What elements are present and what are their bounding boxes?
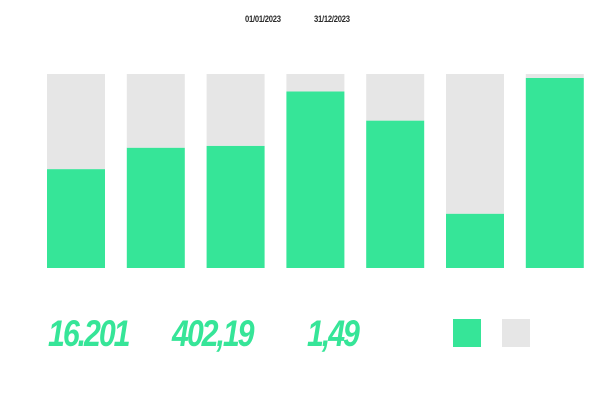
bar-primary-1	[47, 169, 105, 268]
kpi-value-3: 1,49	[307, 313, 360, 354]
kpi-value-1: 16.201	[48, 313, 131, 354]
kpi-row: 16.201 402,19 1,49	[0, 312, 600, 362]
date-end: 31/12/2023	[314, 14, 350, 24]
bar-remainder-2	[126, 74, 185, 148]
bar-primary-6	[446, 213, 504, 268]
bar-remainder-5	[366, 74, 425, 121]
date-start: 01/01/2023	[245, 14, 281, 24]
bar-primary-7	[525, 77, 584, 269]
kpi-value-2: 402,19	[172, 313, 255, 354]
bar-remainder-4	[286, 74, 345, 92]
bar-remainder-6	[446, 74, 504, 214]
bar-primary-4	[286, 91, 345, 268]
legend-swatch-remainder	[502, 319, 530, 347]
bar-remainder-1	[47, 74, 105, 170]
bar-primary-2	[126, 147, 185, 268]
bar-primary-3	[206, 145, 265, 268]
bar-primary-5	[366, 120, 425, 268]
stacked-bar-chart	[47, 74, 584, 269]
bar-remainder-7	[525, 74, 584, 78]
date-range: 01/01/2023 31/12/2023	[0, 14, 600, 28]
legend-swatch-primary	[453, 319, 481, 347]
bar-remainder-3	[206, 74, 265, 146]
